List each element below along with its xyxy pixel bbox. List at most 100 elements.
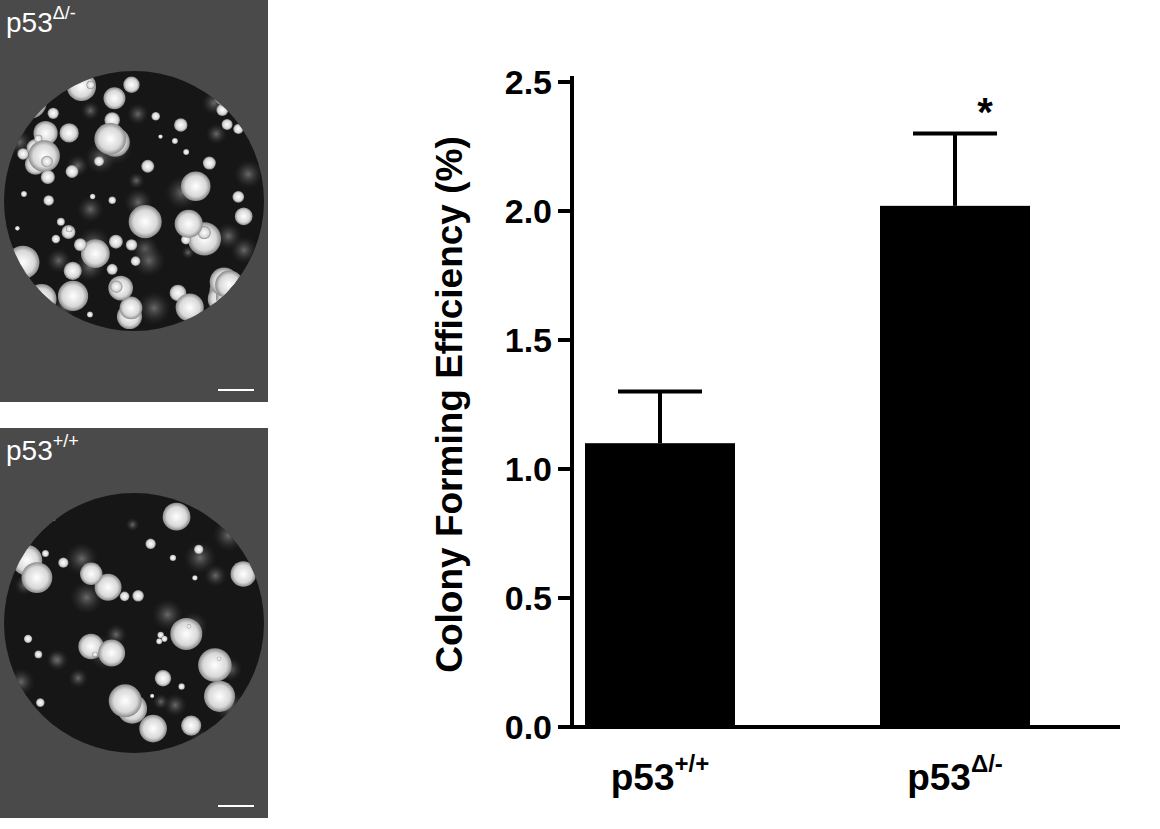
colony xyxy=(183,149,189,155)
colony xyxy=(25,104,30,109)
colony xyxy=(36,698,45,707)
colony-blur xyxy=(7,668,35,696)
micrograph-bg xyxy=(0,428,268,818)
colony xyxy=(181,171,211,201)
colony xyxy=(155,670,171,686)
colony xyxy=(92,652,97,657)
colonies xyxy=(0,477,256,759)
colony xyxy=(204,681,235,712)
colony xyxy=(90,194,95,199)
bar xyxy=(585,443,735,727)
colony xyxy=(161,636,167,642)
colony xyxy=(214,301,227,314)
colony-blur xyxy=(164,694,187,717)
colony xyxy=(94,156,104,166)
colony xyxy=(231,561,257,587)
colony-blur xyxy=(215,489,245,519)
colony xyxy=(66,226,73,233)
y-tick-label: 2.0 xyxy=(505,192,552,230)
colony-blur xyxy=(212,519,244,551)
colony xyxy=(108,276,133,301)
y-tick xyxy=(558,338,572,342)
colony xyxy=(87,81,95,89)
colony xyxy=(108,197,115,204)
colony-blur xyxy=(0,523,28,553)
colony xyxy=(64,262,82,280)
colony xyxy=(194,545,203,554)
colony xyxy=(13,98,37,122)
colony xyxy=(42,550,49,557)
y-tick-label: 1.5 xyxy=(505,321,552,359)
colony xyxy=(74,238,87,251)
colony-blur xyxy=(77,196,104,223)
colony xyxy=(59,123,78,142)
colony xyxy=(192,575,197,580)
colony xyxy=(213,78,241,106)
colony xyxy=(187,624,191,628)
colony xyxy=(22,562,53,593)
colony xyxy=(170,555,176,561)
colony xyxy=(145,539,155,549)
colony xyxy=(158,134,162,138)
colony xyxy=(87,312,93,318)
colony xyxy=(232,191,244,203)
colony xyxy=(131,256,141,266)
colony xyxy=(80,563,102,585)
colony xyxy=(175,210,203,238)
colony xyxy=(52,235,60,243)
y-tick-label: 0.5 xyxy=(505,579,552,617)
colony-blur xyxy=(234,160,263,189)
colony xyxy=(40,101,45,106)
colony xyxy=(57,218,65,226)
colony xyxy=(141,160,154,173)
bar xyxy=(880,206,1030,727)
x-tick-label: p53+/+ xyxy=(611,750,709,798)
y-tick xyxy=(558,467,572,471)
colony xyxy=(16,269,26,279)
y-tick-label: 2.5 xyxy=(505,63,552,101)
scale-bar xyxy=(218,805,254,807)
colony xyxy=(217,657,221,661)
panel-label: p53+/+ xyxy=(6,431,79,467)
colony xyxy=(58,281,88,311)
micrograph: p53+/+ xyxy=(0,428,268,818)
colony xyxy=(132,590,144,602)
colony xyxy=(163,503,191,531)
colony xyxy=(67,72,96,101)
colony xyxy=(170,618,202,650)
colony-blur xyxy=(127,103,149,125)
y-tick-label: 1.0 xyxy=(505,450,552,488)
bars xyxy=(585,134,1030,727)
error-bar xyxy=(953,134,957,206)
colony xyxy=(203,157,216,170)
colony-blur xyxy=(68,668,88,688)
colony xyxy=(120,592,130,602)
colony xyxy=(215,271,244,300)
y-tick-label: 0.0 xyxy=(505,708,552,746)
colony xyxy=(66,165,79,178)
y-axis xyxy=(570,76,574,727)
micrograph: p53Δ/- xyxy=(0,0,268,402)
error-bar xyxy=(658,392,662,444)
colony xyxy=(129,205,162,238)
colony-blur xyxy=(126,518,140,532)
colony xyxy=(107,264,118,275)
colony xyxy=(123,77,139,93)
colony xyxy=(94,123,126,155)
colony-blur xyxy=(204,564,227,587)
well xyxy=(4,493,264,753)
y-tick xyxy=(558,725,572,729)
colony xyxy=(109,684,142,717)
colony xyxy=(156,638,162,644)
colony xyxy=(212,310,225,323)
colony-blur xyxy=(2,477,34,509)
colony xyxy=(41,170,55,184)
colony-blur xyxy=(230,75,251,96)
colony xyxy=(58,558,68,568)
colony xyxy=(41,156,53,168)
colony xyxy=(176,293,204,321)
colony xyxy=(103,87,125,109)
colony xyxy=(181,715,201,735)
colony-blur xyxy=(193,478,229,514)
colony xyxy=(48,108,59,119)
